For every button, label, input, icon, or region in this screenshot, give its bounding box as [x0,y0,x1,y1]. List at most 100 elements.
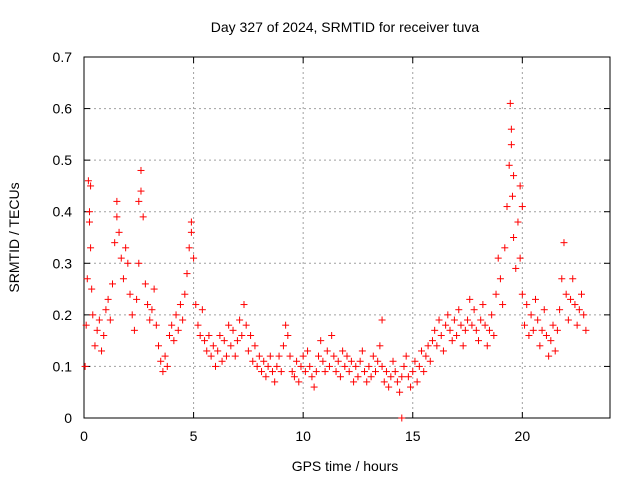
data-point [137,166,145,174]
data-point [194,321,202,329]
data-point [262,373,270,381]
data-point [155,342,163,350]
data-point [459,342,467,350]
data-point [558,275,566,283]
data-point [128,311,136,319]
data-point [389,357,397,365]
data-point [516,182,524,190]
data-point [216,331,224,339]
data-point [582,326,590,334]
y-tick-label: 0.3 [53,255,73,271]
data-point [214,347,222,355]
data-point [455,306,463,314]
data-point [404,373,412,381]
data-point [207,352,215,360]
data-point [363,378,371,386]
data-point [286,352,294,360]
data-point [196,331,204,339]
data-point [437,331,445,339]
data-point [157,357,165,365]
data-point [159,368,167,376]
data-point [531,295,539,303]
data-point [446,326,454,334]
data-point [106,316,114,324]
data-point [398,414,406,422]
data-point [102,306,110,314]
data-point [420,368,428,376]
data-point [413,378,421,386]
data-point [181,290,189,298]
data-point [249,357,257,365]
data-point [518,290,526,298]
data-point [527,311,535,319]
data-point [168,321,176,329]
data-point [501,244,509,252]
data-point [516,254,524,262]
data-point [391,368,399,376]
data-point [304,347,312,355]
data-point [100,331,108,339]
data-point [299,352,307,360]
data-point [356,357,364,365]
data-point [325,362,333,370]
data-point [275,352,283,360]
data-point [192,301,200,309]
data-point [448,337,456,345]
data-point [236,316,244,324]
y-tick-label: 0.1 [53,358,73,374]
data-point [98,347,106,355]
data-point [141,280,149,288]
data-point [133,295,141,303]
data-point [150,285,158,293]
data-point [306,362,314,370]
data-point [290,373,298,381]
y-tick-label: 0.6 [53,101,73,117]
data-point [266,352,274,360]
data-point [258,368,266,376]
data-point [426,357,434,365]
data-point [317,337,325,345]
data-point [433,342,441,350]
data-point [444,311,452,319]
data-point [553,326,561,334]
axis-ticks [83,56,610,419]
data-point [126,290,134,298]
data-point [488,311,496,319]
data-point [251,342,259,350]
data-point [461,326,469,334]
data-point [284,331,292,339]
data-point [580,311,588,319]
data-point [378,362,386,370]
data-point [341,362,349,370]
data-point [507,141,515,149]
data-point [400,362,408,370]
data-point [402,352,410,360]
data-point [205,331,213,339]
data-point [490,331,498,339]
data-point [83,275,91,283]
data-point [396,388,404,396]
data-point [393,378,401,386]
data-point [308,373,316,381]
y-tick-label: 0 [64,410,72,426]
data-point [525,331,533,339]
data-point [312,368,320,376]
data-point [185,244,193,252]
data-point [319,357,327,365]
data-point [376,342,384,350]
data-point [229,326,237,334]
tick-labels: 0 0.1 0.2 0.3 0.4 0.5 0.6 0.7 0 5 10 15 20 [53,49,531,444]
data-point [146,316,154,324]
data-point [113,197,121,205]
y-tick-label: 0.4 [53,204,73,220]
data-point [148,306,156,314]
data-point [170,337,178,345]
x-axis-label: GPS time / hours [292,458,399,474]
x-tick-label: 5 [190,428,198,444]
data-point [422,352,430,360]
data-point [161,352,169,360]
x-tick-label: 15 [405,428,421,444]
grid [84,57,610,418]
data-point [470,306,478,314]
